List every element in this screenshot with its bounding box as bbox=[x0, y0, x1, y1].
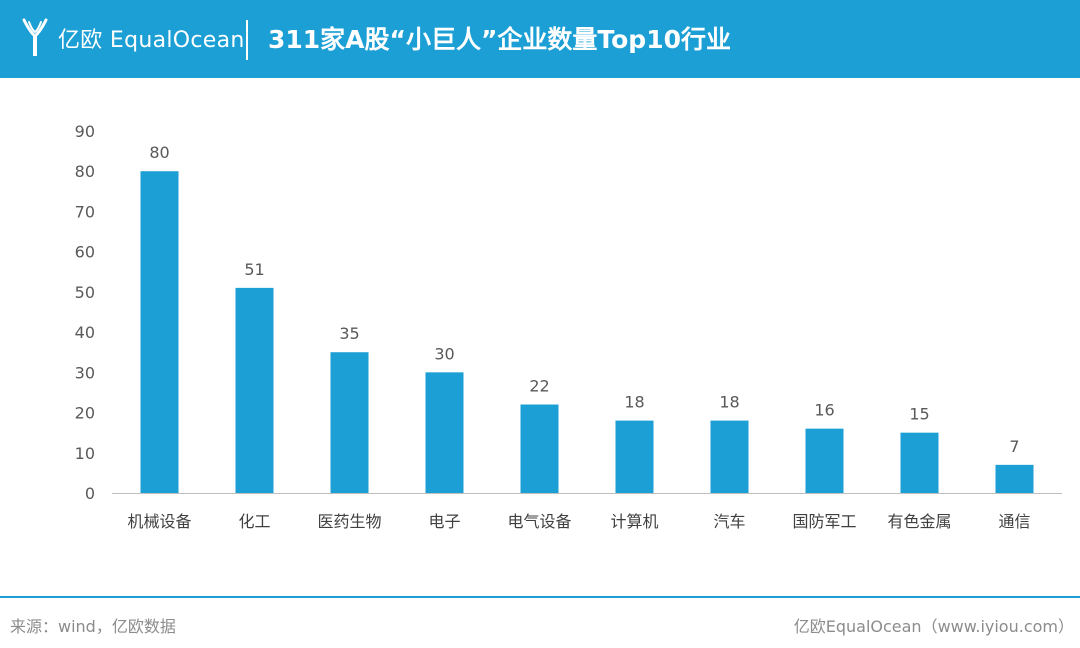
data-label: 35 bbox=[339, 324, 359, 343]
y-tick-label: 60 bbox=[75, 243, 95, 262]
y-tick-label: 50 bbox=[75, 283, 95, 302]
credit-note: 亿欧EqualOcean（www.iyiou.com） bbox=[793, 617, 1074, 636]
y-tick-label: 70 bbox=[75, 202, 95, 221]
y-tick-label: 20 bbox=[75, 404, 95, 423]
bar bbox=[140, 171, 179, 493]
footer-divider bbox=[0, 596, 1080, 598]
y-tick-label: 30 bbox=[75, 363, 95, 382]
y-tick-label: 40 bbox=[75, 323, 95, 342]
x-tick-label: 医药生物 bbox=[317, 512, 381, 531]
y-tick-label: 0 bbox=[85, 484, 95, 503]
y-tick-label: 90 bbox=[75, 122, 95, 141]
data-label: 51 bbox=[244, 260, 264, 279]
x-tick-label: 通信 bbox=[998, 512, 1030, 531]
header-banner: 亿欧 EqualOcean 311家A股“小巨人”企业数量Top10行业 bbox=[0, 0, 1080, 78]
bar bbox=[615, 420, 654, 493]
bar-chart: 0 10 20 30 40 50 60 70 80 90 80 机械设备 51 化工 35 医药生物 30 电子 2… bbox=[75, 122, 1062, 531]
y-tick-label: 80 bbox=[75, 162, 95, 181]
x-tick-label: 化工 bbox=[238, 512, 270, 531]
bar bbox=[330, 352, 369, 493]
data-label: 15 bbox=[909, 405, 929, 424]
x-tick-label: 汽车 bbox=[713, 512, 745, 531]
bar bbox=[900, 432, 939, 493]
x-tick-label: 电子 bbox=[428, 512, 460, 531]
equalocean-logo-icon bbox=[22, 18, 48, 56]
data-label: 7 bbox=[1009, 437, 1019, 456]
x-tick-label: 国防军工 bbox=[792, 512, 856, 531]
source-note: 来源：wind，亿欧数据 bbox=[10, 617, 176, 636]
header-divider bbox=[246, 20, 248, 60]
bar bbox=[425, 372, 464, 493]
page-title: 311家A股“小巨人”企业数量Top10行业 bbox=[268, 25, 731, 54]
data-label: 80 bbox=[149, 143, 169, 162]
bar bbox=[805, 428, 844, 493]
data-label: 16 bbox=[814, 401, 834, 420]
y-tick-label: 10 bbox=[75, 444, 95, 463]
data-label: 30 bbox=[434, 344, 454, 363]
x-tick-label: 计算机 bbox=[610, 512, 658, 531]
x-tick-label: 有色金属 bbox=[887, 512, 951, 531]
x-tick-label: 机械设备 bbox=[127, 512, 191, 531]
bar bbox=[710, 420, 749, 493]
data-label: 18 bbox=[719, 393, 739, 412]
data-label: 22 bbox=[529, 377, 549, 396]
x-tick-label: 电气设备 bbox=[507, 512, 571, 531]
bar bbox=[235, 287, 274, 493]
data-label: 18 bbox=[624, 393, 644, 412]
brand-name: 亿欧 EqualOcean bbox=[58, 28, 245, 53]
bar bbox=[520, 404, 559, 493]
bar bbox=[995, 464, 1034, 493]
